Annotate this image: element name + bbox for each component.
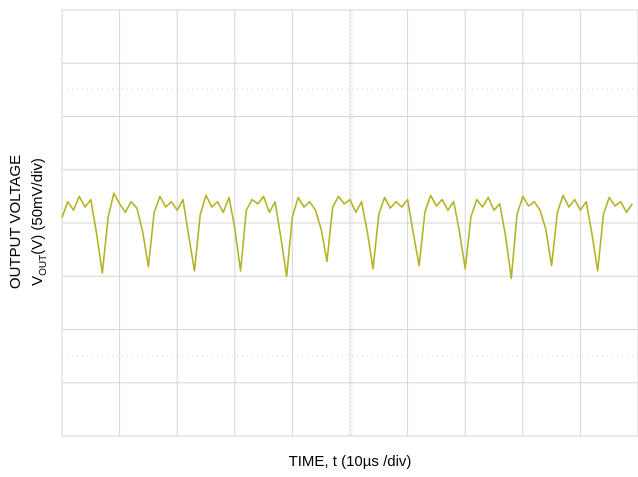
y-label-part: V (29, 276, 46, 286)
y-label-part: (V) (50mV/div) (29, 158, 46, 255)
y-axis-label: VOUT(V) (50mV/div) (29, 158, 49, 286)
x-axis-label: TIME, t (10µs /div) (289, 453, 412, 470)
y-label-sub: OUT (38, 255, 49, 276)
y-axis-label: OUTPUT VOLTAGE (7, 155, 24, 289)
grid (61, 9, 638, 437)
trace-layer (61, 192, 633, 280)
waveform (61, 192, 633, 280)
